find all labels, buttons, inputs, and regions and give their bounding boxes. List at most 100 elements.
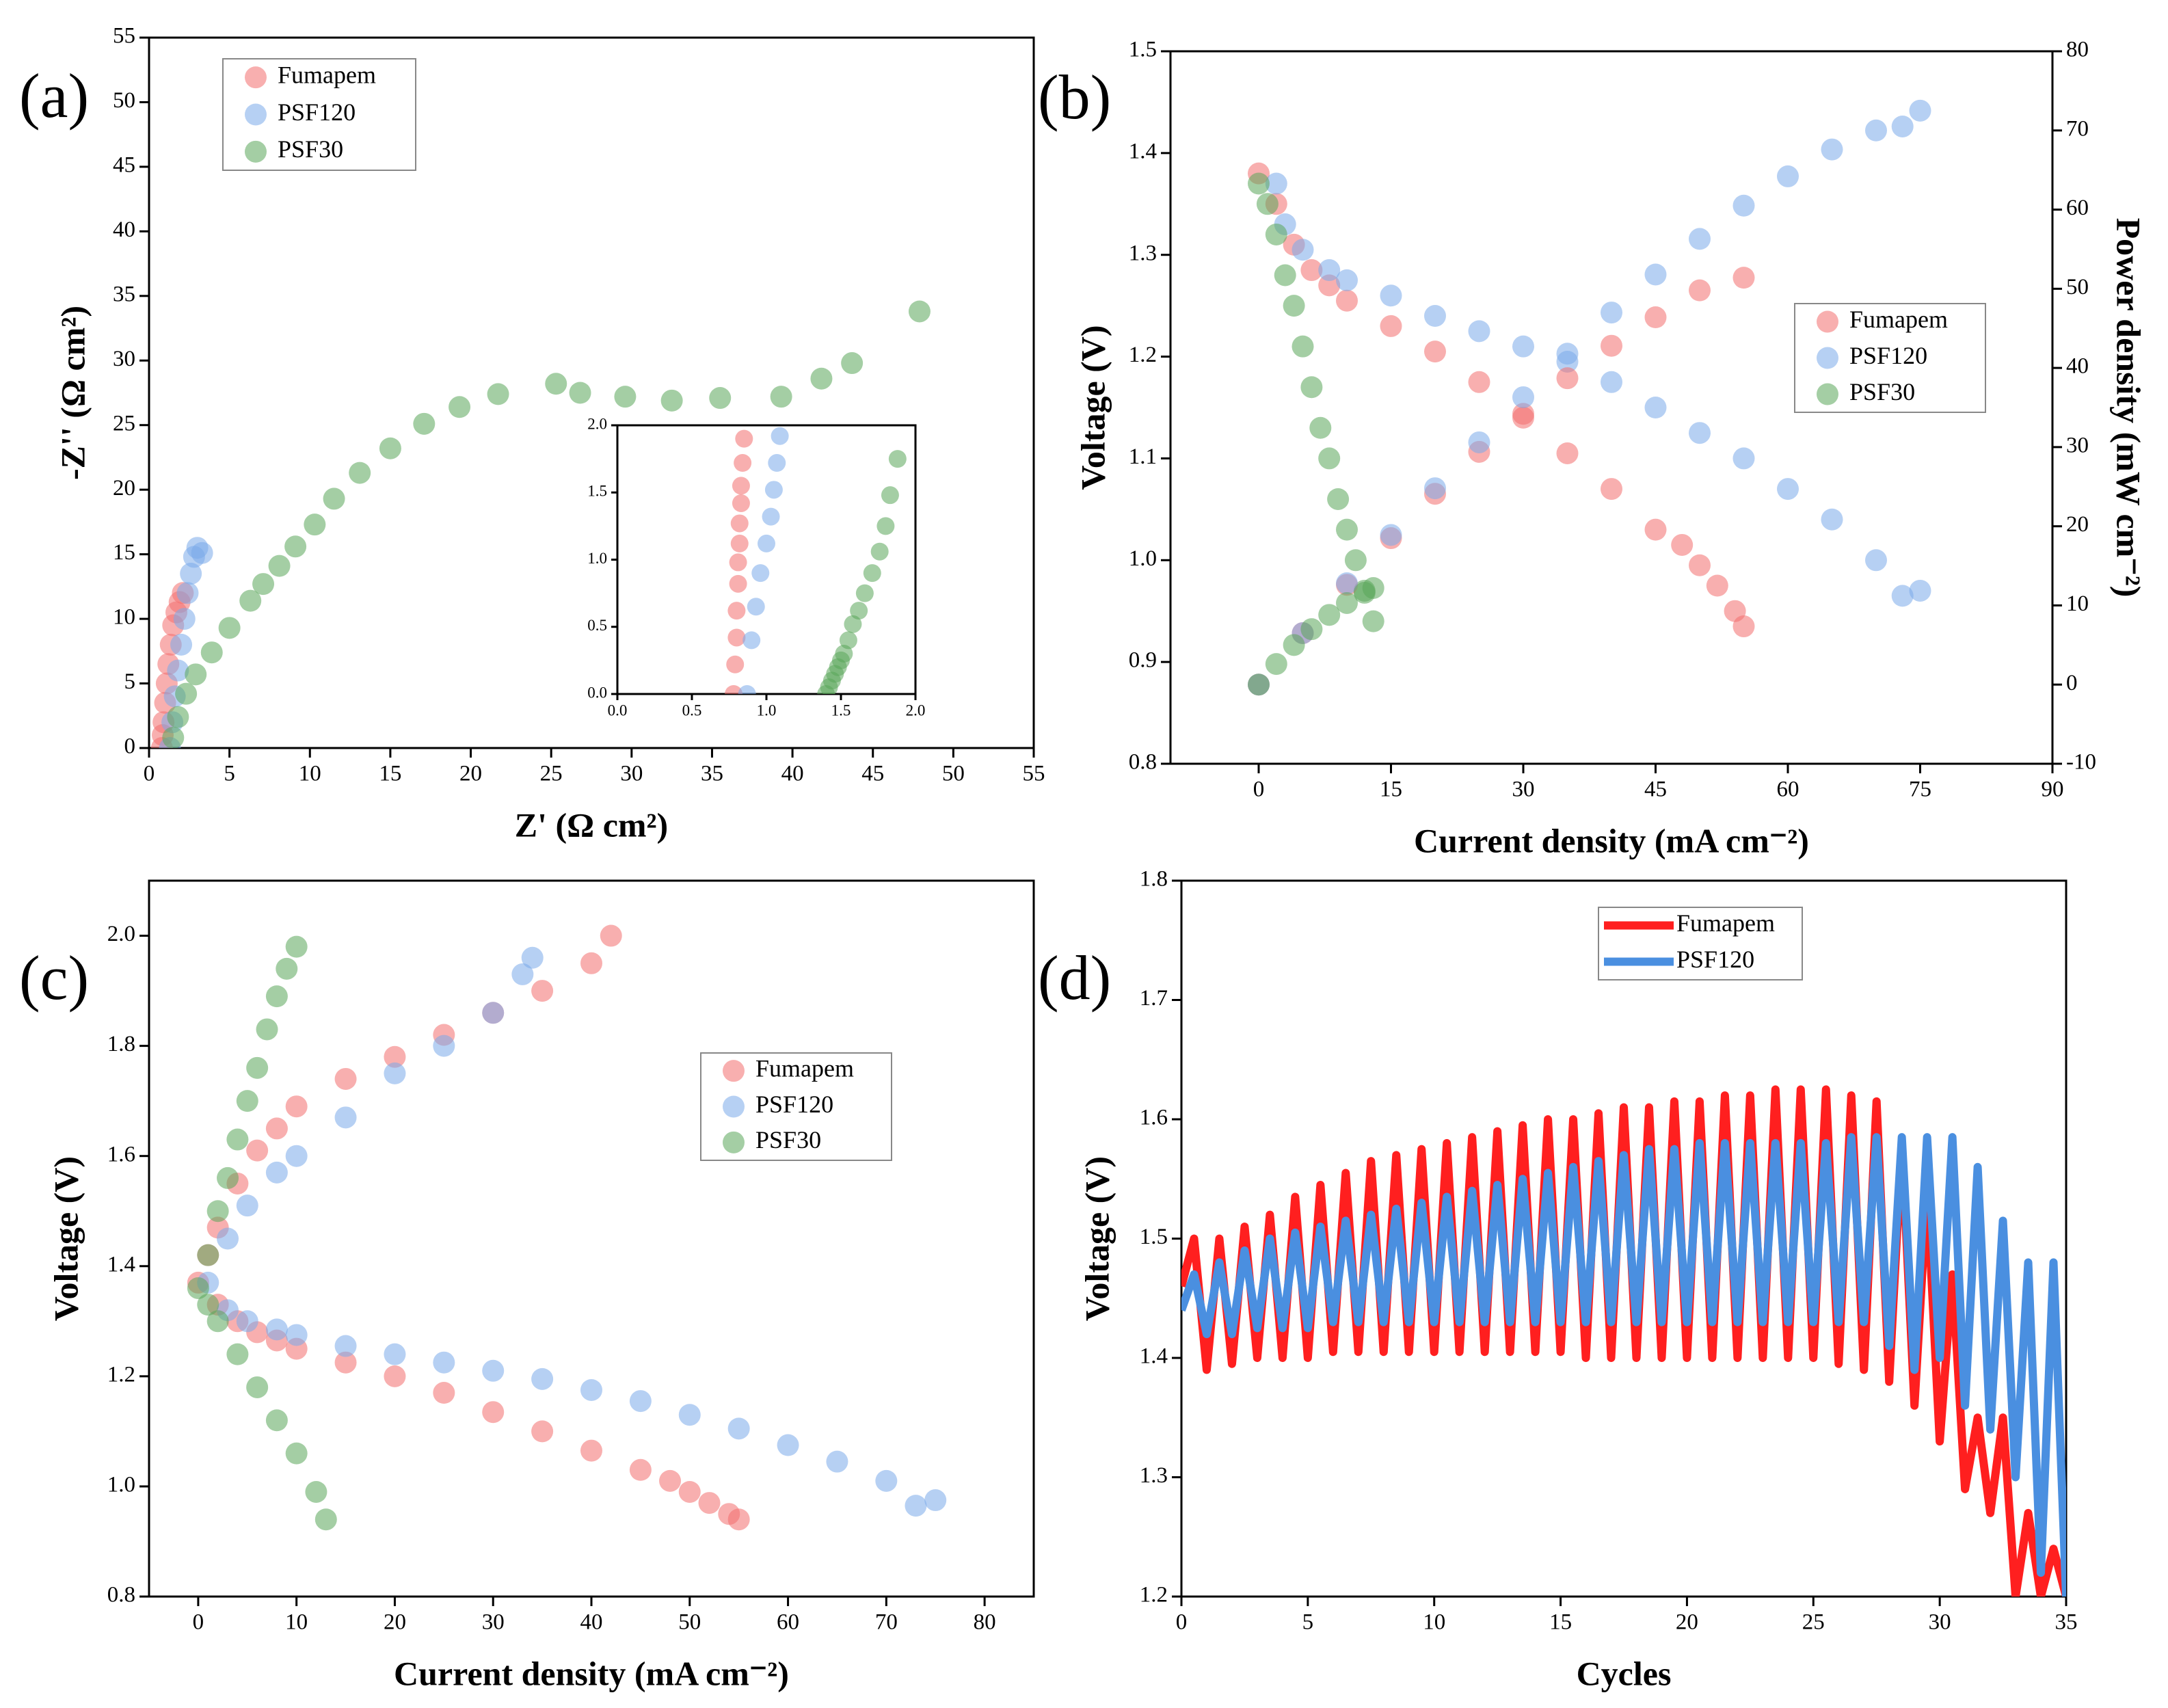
point [1318, 447, 1341, 470]
point [268, 555, 291, 577]
point [285, 935, 308, 958]
point [218, 617, 241, 639]
x-tick-label: 2.0 [906, 702, 926, 719]
legend-label: PSF30 [1849, 378, 1915, 405]
x-tick-label: 10 [299, 762, 321, 786]
point [487, 383, 509, 405]
x-tick-label: 50 [678, 1610, 701, 1635]
point [1601, 478, 1622, 501]
point [449, 396, 471, 418]
point [531, 980, 554, 1002]
point [167, 706, 189, 728]
y-tick-label: 1.3 [1129, 241, 1157, 265]
y-tick-label: 1.3 [1140, 1463, 1168, 1488]
x-tick-label: 10 [285, 1610, 308, 1635]
y-tick-label: 50 [113, 88, 135, 113]
legend-label: PSF30 [755, 1126, 821, 1153]
point [285, 1095, 308, 1118]
point [285, 1442, 308, 1465]
point [384, 1045, 406, 1068]
x-tick-label: 0 [1176, 1610, 1188, 1635]
x-tick-label: 90 [2042, 777, 2064, 802]
point [1265, 223, 1287, 245]
x-tick-label: 30 [1512, 777, 1535, 802]
point [1380, 315, 1402, 337]
point [1468, 371, 1490, 393]
x-tick-label: 25 [540, 762, 563, 786]
point [888, 450, 907, 468]
point [1512, 403, 1534, 425]
point [1283, 634, 1305, 656]
point [924, 1489, 947, 1512]
point [770, 386, 792, 408]
x-axis-title: Cycles [1577, 1654, 1672, 1692]
x-tick-label: 20 [384, 1610, 406, 1635]
x-tick-label: 55 [1023, 762, 1045, 786]
x-tick-label: 20 [459, 762, 482, 786]
x-tick-label: 45 [1644, 777, 1667, 802]
y-tick-label: 1.4 [1140, 1344, 1168, 1369]
point [482, 1002, 505, 1024]
point [1689, 279, 1711, 302]
point [1865, 119, 1887, 142]
y2-tick-label: 60 [2066, 196, 2089, 220]
point [206, 1310, 229, 1333]
point [285, 1324, 308, 1346]
y-axis-title: Voltage (V) [1078, 1156, 1116, 1321]
legend-label: PSF120 [1849, 342, 1927, 369]
y-tick-label: 35 [113, 282, 135, 306]
point [726, 655, 745, 673]
point [1601, 302, 1622, 324]
legend-label: Fumapem [278, 61, 376, 88]
y2-tick-label: 20 [2066, 512, 2089, 537]
point [265, 1409, 288, 1432]
legend-marker [723, 1060, 745, 1082]
legend-label: Fumapem [1849, 306, 1948, 333]
point [727, 602, 746, 620]
legend-marker [245, 103, 267, 126]
point [1318, 274, 1341, 297]
x-tick-label: 45 [861, 762, 884, 786]
x-tick-label: 0 [193, 1610, 204, 1635]
y-tick-label: 55 [113, 24, 135, 49]
point [747, 598, 765, 616]
point [433, 1382, 455, 1404]
point [810, 367, 833, 390]
point [1556, 343, 1579, 365]
point [1732, 267, 1755, 289]
marks [187, 924, 947, 1531]
point [265, 1117, 288, 1140]
y-tick-label: 1.0 [107, 1473, 135, 1497]
point [334, 1067, 357, 1090]
point [709, 387, 732, 410]
point [246, 1139, 269, 1162]
point [265, 1318, 288, 1341]
panel-label: (b) [1038, 62, 1111, 132]
point [863, 564, 881, 583]
point [1327, 488, 1350, 510]
y-tick-label: 1.7 [1140, 986, 1168, 1011]
point [1909, 579, 1931, 602]
point [1468, 320, 1490, 343]
point [384, 1062, 406, 1084]
point [742, 631, 761, 650]
point [1601, 371, 1622, 393]
point [905, 1495, 927, 1517]
point [1732, 615, 1755, 638]
y-tick-label: 1.1 [1129, 444, 1157, 469]
point [1706, 574, 1728, 597]
x-tick-label: 15 [1549, 1610, 1572, 1635]
panel: 0 5 10 15 20 25 30 35 1.2 1.3 1.4 1.5 1.6 1.7 1.8 Cycle… [1038, 867, 2078, 1693]
point [1336, 518, 1358, 541]
point [167, 659, 189, 682]
point [1265, 653, 1287, 676]
point [1512, 335, 1534, 358]
legend-label: PSF120 [278, 98, 356, 126]
point [678, 1404, 701, 1426]
x-tick-label: 40 [580, 1610, 603, 1635]
x-axis-title: Current density (mA cm⁻²) [394, 1654, 789, 1692]
point [545, 373, 567, 395]
y-tick-label: 10 [113, 605, 135, 630]
point [1292, 239, 1314, 261]
panel-label: (c) [19, 943, 89, 1013]
